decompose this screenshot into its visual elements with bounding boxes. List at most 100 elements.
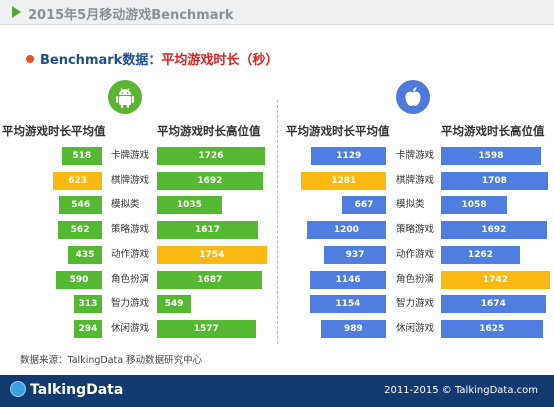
ios-high-bar: 1742 bbox=[441, 271, 550, 289]
ios-category-label: 角色扮演 bbox=[396, 274, 435, 285]
header-bar: 2015年5月移动游戏Benchmark bbox=[0, 0, 554, 25]
ios-high-bar: 1674 bbox=[441, 295, 546, 313]
chart-subtitle: Benchmark数据：平均游戏时长（秒） bbox=[26, 49, 278, 68]
android-category-label: 休闲游戏 bbox=[111, 323, 150, 334]
android-high-header: 平均游戏时长高位值 bbox=[157, 124, 261, 138]
android-avg-bar: 294 bbox=[74, 320, 102, 338]
android-high-bar: 1035 bbox=[157, 196, 222, 214]
ios-avg-value: 667 bbox=[354, 200, 374, 210]
android-high-value: 1726 bbox=[198, 151, 224, 161]
android-avg-value: 313 bbox=[78, 299, 98, 309]
android-avg-bar: 435 bbox=[68, 246, 102, 264]
ios-high-bar: 1708 bbox=[441, 172, 548, 190]
ios-avg-value: 1200 bbox=[333, 225, 359, 235]
android-icon bbox=[108, 80, 142, 114]
android-high-bar: 1726 bbox=[157, 147, 265, 165]
android-avg-value: 518 bbox=[72, 151, 92, 161]
android-avg-header: 平均游戏时长平均值 bbox=[2, 124, 106, 138]
android-avg-bar: 313 bbox=[74, 295, 102, 313]
android-high-bar: 549 bbox=[157, 295, 192, 313]
ios-high-bar: 1058 bbox=[441, 196, 508, 214]
ios-avg-bar: 1129 bbox=[311, 147, 386, 165]
android-high-bar: 1754 bbox=[157, 246, 267, 264]
android-avg-bar: 518 bbox=[61, 147, 102, 165]
ios-high-value: 1708 bbox=[481, 176, 507, 186]
ios-high-value: 1742 bbox=[482, 275, 508, 285]
page-title: 2015年5月移动游戏Benchmark bbox=[28, 8, 234, 23]
ios-avg-bar: 937 bbox=[324, 246, 386, 264]
ios-category-label: 动作游戏 bbox=[396, 249, 435, 260]
android-category-label: 模拟类 bbox=[111, 199, 140, 210]
android-high-value: 1754 bbox=[199, 250, 225, 260]
panel-divider bbox=[277, 100, 278, 344]
ios-avg-value: 1281 bbox=[331, 176, 357, 186]
android-avg-value: 294 bbox=[78, 324, 98, 334]
ios-avg-bar: 1154 bbox=[309, 295, 386, 313]
copyright: 2011-2015 © TalkingData.com bbox=[384, 385, 538, 396]
android-avg-bar: 562 bbox=[58, 221, 102, 239]
android-category-label: 卡牌游戏 bbox=[111, 150, 150, 161]
ios-avg-header: 平均游戏时长平均值 bbox=[286, 124, 390, 138]
android-high-value: 1577 bbox=[193, 324, 219, 334]
android-avg-value: 590 bbox=[69, 275, 89, 285]
ios-category-label: 策略游戏 bbox=[396, 224, 435, 235]
android-avg-bar: 623 bbox=[53, 172, 102, 190]
android-high-value: 1035 bbox=[176, 200, 202, 210]
android-high-value: 1617 bbox=[195, 225, 221, 235]
android-high-bar: 1692 bbox=[157, 172, 263, 190]
ios-category-label: 棋牌游戏 bbox=[396, 175, 435, 186]
ios-high-bar: 1262 bbox=[441, 246, 520, 264]
logo-icon bbox=[10, 381, 26, 397]
ios-avg-bar: 989 bbox=[320, 320, 386, 338]
subtitle-metric: 平均游戏时长（秒） bbox=[161, 53, 279, 68]
android-avg-value: 623 bbox=[68, 176, 88, 186]
ios-high-bar: 1692 bbox=[441, 221, 547, 239]
ios-high-bar: 1625 bbox=[441, 320, 543, 338]
android-avg-value: 435 bbox=[75, 250, 95, 260]
ios-category-label: 卡牌游戏 bbox=[396, 150, 435, 161]
ios-high-value: 1692 bbox=[481, 225, 507, 235]
logo-text: TalkingData bbox=[30, 382, 124, 398]
android-high-bar: 1687 bbox=[157, 271, 263, 289]
android-high-bar: 1577 bbox=[157, 320, 256, 338]
ios-avg-bar: 1146 bbox=[310, 271, 386, 289]
android-category-label: 智力游戏 bbox=[111, 298, 150, 309]
ios-avg-value: 1154 bbox=[335, 299, 361, 309]
ios-high-value: 1674 bbox=[480, 299, 506, 309]
ios-avg-bar: 1200 bbox=[306, 221, 386, 239]
android-high-bar: 1617 bbox=[157, 221, 259, 239]
footer-bar: TalkingData 2011-2015 © TalkingData.com bbox=[0, 375, 554, 407]
android-high-value: 1692 bbox=[197, 176, 223, 186]
bullet-icon bbox=[26, 55, 34, 63]
apple-icon bbox=[396, 80, 430, 114]
android-avg-bar: 546 bbox=[59, 196, 102, 214]
talkingdata-logo: TalkingData bbox=[10, 381, 123, 398]
data-source: 数据来源：TalkingData 移动数据研究中心 bbox=[20, 355, 203, 366]
android-avg-value: 562 bbox=[70, 225, 90, 235]
ios-avg-bar: 667 bbox=[341, 196, 386, 214]
android-category-label: 动作游戏 bbox=[111, 249, 150, 260]
android-high-value: 549 bbox=[164, 299, 184, 309]
ios-avg-bar: 1281 bbox=[301, 172, 386, 190]
play-arrow-icon bbox=[12, 6, 21, 18]
android-category-label: 策略游戏 bbox=[111, 224, 150, 235]
ios-avg-value: 937 bbox=[345, 250, 365, 260]
ios-high-value: 1262 bbox=[467, 250, 493, 260]
ios-high-bar: 1598 bbox=[441, 147, 541, 165]
ios-avg-value: 1146 bbox=[335, 275, 361, 285]
ios-avg-value: 1129 bbox=[336, 151, 362, 161]
subtitle-prefix: Benchmark数据： bbox=[40, 53, 162, 68]
ios-avg-value: 989 bbox=[343, 324, 363, 334]
ios-high-value: 1598 bbox=[478, 151, 504, 161]
ios-category-label: 休闲游戏 bbox=[396, 323, 435, 334]
android-high-value: 1687 bbox=[197, 275, 223, 285]
ios-high-value: 1625 bbox=[479, 324, 505, 334]
ios-category-label: 模拟类 bbox=[396, 199, 425, 210]
android-category-label: 角色扮演 bbox=[111, 274, 150, 285]
android-category-label: 棋牌游戏 bbox=[111, 175, 150, 186]
ios-high-header: 平均游戏时长高位值 bbox=[441, 124, 545, 138]
ios-high-value: 1058 bbox=[461, 200, 487, 210]
ios-category-label: 智力游戏 bbox=[396, 298, 435, 309]
android-avg-bar: 590 bbox=[55, 271, 102, 289]
android-avg-value: 546 bbox=[71, 200, 91, 210]
